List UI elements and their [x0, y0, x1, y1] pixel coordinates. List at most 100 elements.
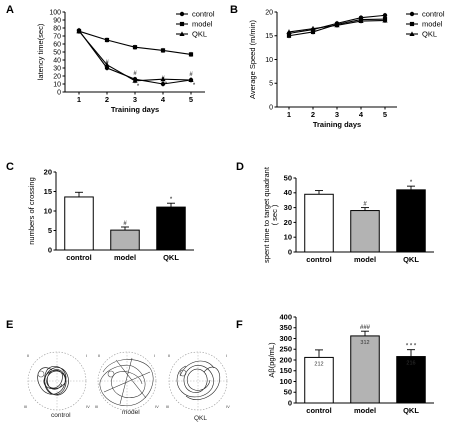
b-x-tick-label: 4	[359, 110, 364, 119]
f-y-tick-label: 200	[279, 355, 292, 364]
c-y-tick-label: 15	[44, 187, 52, 196]
f-sig-label: * * *	[406, 344, 417, 350]
platform-control	[37, 370, 45, 378]
f-bar-control	[304, 356, 334, 404]
b-x-tick-label: 2	[311, 110, 315, 119]
f-y-tick-label: 350	[279, 323, 292, 332]
maze-label-model: model	[122, 409, 140, 416]
b-x-tick-label: 3	[335, 110, 339, 119]
a-legend-marker	[179, 21, 185, 27]
a-legend-label: control	[192, 10, 215, 19]
c-x-tick-label: control	[66, 253, 91, 262]
a-y-tick-label: 30	[53, 65, 61, 72]
a-legend-label: model	[192, 20, 213, 29]
quad-label-i: I	[86, 353, 87, 358]
a-y-tick-label: 90	[53, 17, 61, 24]
c-y-tick-label: 5	[48, 226, 52, 235]
a-x-tick-label: 4	[161, 95, 166, 104]
quad-label-iv: IV	[155, 404, 159, 409]
a-sig-label: *	[193, 83, 196, 89]
b-x-axis-title: Training days	[313, 120, 361, 129]
f-y-tick-label: 300	[279, 334, 292, 343]
a-y-tick-label: 40	[53, 57, 61, 64]
a-y-tick-label: 50	[53, 49, 61, 56]
c-bar-control	[64, 196, 94, 251]
a-x-tick-label: 2	[105, 95, 109, 104]
c-sig-label: *	[170, 197, 173, 203]
quad-label-i: I	[154, 353, 155, 358]
quad-label-ii: II	[98, 353, 100, 358]
b-y-tick-label: 20	[265, 9, 273, 16]
panel-letter-d: D	[236, 161, 244, 173]
f-bar-value-label: 216	[406, 361, 415, 367]
a-sig-label: #	[189, 72, 193, 78]
a-y-tick-label: 70	[53, 33, 61, 40]
quad-label-ii: II	[168, 353, 170, 358]
a-y-tick-label: 80	[53, 25, 61, 32]
f-y-tick-label: 400	[279, 312, 292, 321]
a-x-tick-label: 5	[189, 95, 193, 104]
f-bar-value-label: 212	[314, 361, 323, 367]
maze-qkl: QKL II I III IV	[166, 351, 230, 422]
swim-track-qkl	[176, 360, 221, 400]
platform-qkl	[179, 369, 187, 377]
swim-track-control	[37, 365, 69, 396]
f-y-tick-label: 0	[288, 398, 292, 407]
d-y-tick-label: 40	[284, 188, 292, 197]
maze-label-qkl: QKL	[194, 415, 207, 422]
quad-label-ii: II	[27, 353, 29, 358]
d-bar-model	[350, 210, 380, 253]
a-legend-marker	[179, 11, 185, 17]
b-y-tick-label: 0	[269, 104, 273, 111]
d-y-tick-label: 30	[284, 203, 292, 212]
panel-letter-b: B	[230, 4, 238, 16]
a-x-axis-title: Training days	[111, 105, 159, 114]
f-bar-value-label: 312	[360, 340, 369, 346]
c-sig-label: #	[123, 221, 127, 227]
d-x-tick-label: QKL	[403, 255, 419, 264]
quad-label-iii: III	[166, 404, 169, 409]
maze-model: model II I III IV	[95, 351, 159, 416]
panel-d-bar-chart: 0 10 20 30 40 50 control # model * QKL spent time t…	[262, 166, 434, 264]
d-bar-qkl	[396, 189, 426, 253]
d-sig-label: *	[410, 180, 413, 186]
f-x-tick-label: model	[354, 406, 376, 415]
platform-model	[107, 370, 115, 378]
b-legend-label: model	[422, 20, 443, 29]
d-y-tick-label: 50	[284, 173, 292, 182]
b-y-tick-label: 5	[269, 81, 273, 88]
c-bar-qkl	[156, 206, 186, 251]
a-legend-label: QKL	[192, 30, 207, 39]
f-x-tick-label: control	[306, 406, 331, 415]
c-y-tick-label: 20	[44, 167, 52, 176]
maze-label-control: control	[51, 412, 71, 419]
d-y-axis-title: spent time to target quadrant	[262, 166, 271, 263]
swim-track-model	[99, 357, 154, 406]
d-bar-control	[304, 193, 334, 253]
panel-letter-f: F	[236, 319, 243, 331]
c-x-tick-label: QKL	[163, 253, 179, 262]
panel-b-line-chart: 0 5 10 15 20 1 2 3 4 5 Training days Average Speed …	[248, 9, 445, 129]
b-y-axis-title: Average Speed (m/min)	[248, 19, 257, 99]
b-legend-label: control	[422, 10, 445, 19]
f-sig-label: ###	[360, 325, 371, 331]
a-sig-label: #	[133, 71, 137, 77]
d-x-tick-label: control	[306, 255, 331, 264]
b-x-tick-label: 5	[383, 110, 387, 119]
f-y-tick-label: 50	[284, 388, 292, 397]
a-y-tick-label: 0	[57, 89, 61, 96]
c-bar-model	[110, 229, 140, 251]
quad-label-iv: IV	[226, 404, 230, 409]
a-sig-label: *	[165, 82, 168, 88]
b-legend-marker	[409, 21, 415, 27]
panel-c-bar-chart: 0 5 10 15 20 control # model * QKL numbers of cros…	[27, 167, 194, 262]
a-y-tick-label: 10	[53, 81, 61, 88]
c-y-tick-label: 10	[44, 206, 52, 215]
a-sig-label: *	[137, 84, 140, 90]
panel-letter-c: C	[6, 161, 14, 173]
a-y-tick-label: 20	[53, 73, 61, 80]
b-legend-marker	[409, 11, 415, 17]
panel-letter-e: E	[6, 319, 13, 331]
b-y-tick-label: 10	[265, 57, 273, 64]
